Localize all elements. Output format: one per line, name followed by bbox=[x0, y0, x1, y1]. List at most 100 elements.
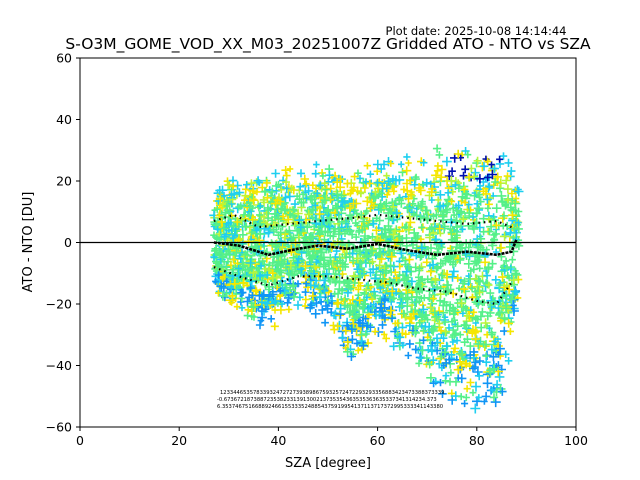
scatter-point bbox=[437, 327, 445, 334]
plot-date: Plot date: 2025-10-08 14:14:44 bbox=[386, 24, 567, 38]
scatter-point bbox=[501, 176, 511, 185]
scatter-point bbox=[346, 307, 355, 317]
scatter-point bbox=[389, 278, 396, 286]
scatter-point bbox=[495, 281, 504, 289]
scatter-point bbox=[481, 391, 491, 401]
scatter-point bbox=[361, 184, 369, 192]
scatter-point bbox=[484, 205, 492, 212]
scatter-point bbox=[388, 198, 397, 207]
scatter-point bbox=[362, 252, 372, 262]
scatter-point bbox=[322, 269, 332, 279]
scatter-point bbox=[404, 274, 412, 281]
scatter-point bbox=[457, 208, 465, 216]
scatter-point bbox=[345, 240, 353, 248]
scatter-point bbox=[358, 341, 369, 351]
scatter-point bbox=[379, 275, 387, 283]
scatter-point bbox=[473, 275, 484, 286]
scatter-point bbox=[467, 206, 474, 214]
scatter-point bbox=[510, 198, 521, 209]
scatter-point bbox=[248, 195, 259, 205]
scatter-point bbox=[314, 226, 323, 235]
scatter-point bbox=[210, 253, 218, 261]
scatter-point bbox=[416, 185, 426, 196]
scatter-point bbox=[448, 203, 458, 214]
scatter-point bbox=[442, 280, 453, 290]
scatter-point bbox=[507, 210, 517, 220]
scatter-point bbox=[503, 221, 512, 230]
scatter-point bbox=[461, 400, 469, 408]
stats-count-row: 1233446535783393247272739389867593257247… bbox=[220, 390, 444, 396]
scatter-point bbox=[317, 298, 325, 306]
scatter-point bbox=[475, 394, 483, 401]
scatter-point bbox=[295, 186, 303, 194]
scatter-point bbox=[453, 206, 462, 215]
scatter-point bbox=[302, 295, 310, 304]
scatter-point bbox=[254, 203, 264, 212]
scatter-point bbox=[212, 220, 222, 230]
scatter-point bbox=[343, 321, 352, 330]
scatter-point bbox=[504, 158, 513, 167]
scatter-point bbox=[352, 219, 360, 227]
scatter-point bbox=[478, 307, 487, 317]
scatter-point bbox=[372, 159, 383, 170]
scatter-point bbox=[480, 257, 490, 268]
y-tick-label: 0 bbox=[64, 235, 72, 250]
scatter-point bbox=[476, 182, 484, 190]
scatter-point bbox=[436, 379, 445, 387]
scatter-point bbox=[485, 281, 493, 289]
scatter-point bbox=[223, 278, 230, 285]
scatter-point bbox=[442, 372, 450, 380]
scatter-point bbox=[309, 181, 317, 189]
scatter-point bbox=[441, 318, 449, 326]
scatter-point bbox=[376, 249, 385, 258]
scatter-point bbox=[504, 357, 513, 365]
scatter-point bbox=[335, 267, 342, 274]
scatter-point bbox=[414, 201, 423, 210]
scatter-point bbox=[211, 244, 221, 254]
scatter-point bbox=[501, 230, 510, 239]
scatter-point bbox=[229, 255, 238, 264]
scatter-point bbox=[483, 246, 490, 253]
scatter-point bbox=[280, 233, 289, 242]
scatter-point bbox=[300, 174, 309, 184]
scatter-point bbox=[320, 195, 330, 205]
scatter-point bbox=[268, 289, 278, 299]
scatter-point bbox=[471, 358, 480, 367]
scatter-point bbox=[325, 170, 334, 180]
scatter-point bbox=[257, 212, 266, 221]
scatter-point bbox=[366, 170, 374, 178]
scatter-point bbox=[307, 192, 316, 202]
scatter-point bbox=[393, 274, 400, 282]
scatter-point bbox=[371, 327, 379, 336]
scatter-point bbox=[314, 272, 323, 281]
scatter-point bbox=[389, 202, 398, 211]
scatter-point bbox=[254, 235, 265, 246]
scatter-point bbox=[264, 206, 273, 215]
scatter-point bbox=[492, 203, 502, 213]
scatter-point bbox=[290, 288, 300, 298]
scatter-point bbox=[354, 169, 362, 177]
scatter-point bbox=[380, 303, 389, 312]
scatter-point bbox=[294, 280, 302, 288]
scatter-point bbox=[386, 306, 396, 315]
scatter-point bbox=[241, 266, 250, 274]
scatter-point bbox=[222, 263, 231, 272]
scatter-point bbox=[346, 204, 354, 212]
scatter-point bbox=[483, 271, 491, 280]
scatter-point bbox=[334, 284, 345, 295]
scatter-point bbox=[269, 269, 277, 277]
scatter-point bbox=[228, 195, 237, 204]
y-tick-label: 20 bbox=[56, 174, 72, 189]
scatter-point bbox=[456, 255, 465, 265]
scatter-point bbox=[272, 261, 281, 270]
scatter-point bbox=[440, 211, 448, 219]
scatter-point bbox=[451, 316, 458, 324]
scatter-point bbox=[474, 371, 484, 381]
scatter-point bbox=[471, 297, 482, 307]
scatter-point bbox=[470, 326, 481, 337]
scatter-point bbox=[398, 161, 405, 168]
scatter-point bbox=[487, 169, 498, 180]
scatter-point bbox=[405, 339, 415, 349]
scatter-point bbox=[271, 213, 280, 221]
scatter-point bbox=[515, 219, 522, 226]
